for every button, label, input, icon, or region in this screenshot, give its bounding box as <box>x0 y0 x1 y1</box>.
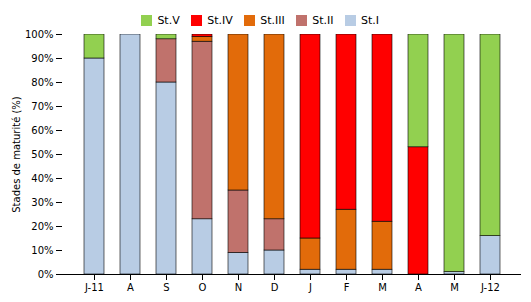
svg-text:Stades de maturité (%): Stades de maturité (%) <box>11 96 22 213</box>
svg-text:0%: 0% <box>38 269 54 280</box>
svg-text:N: N <box>235 282 242 293</box>
svg-text:M: M <box>450 282 459 293</box>
svg-text:70%: 70% <box>31 101 53 112</box>
svg-text:D: D <box>271 282 279 293</box>
svg-text:90%: 90% <box>31 53 53 64</box>
svg-text:30%: 30% <box>31 197 53 208</box>
svg-text:40%: 40% <box>31 173 53 184</box>
html-text:St.V: St.V <box>157 14 180 27</box>
svg-text:50%: 50% <box>31 149 53 160</box>
svg-text:80%: 80% <box>31 77 53 88</box>
svg-text:M: M <box>378 282 387 293</box>
svg-text:10%: 10% <box>31 245 53 256</box>
svg-text:F: F <box>344 282 350 293</box>
html-text:St.I: St.I <box>361 14 380 27</box>
svg-text:20%: 20% <box>31 221 53 232</box>
html-text:St.IV: St.IV <box>207 14 233 27</box>
svg-text:A: A <box>415 282 422 293</box>
svg-text:S: S <box>163 282 169 293</box>
svg-text:J-12: J-12 <box>480 282 500 293</box>
svg-text:60%: 60% <box>31 125 53 136</box>
html-text:St.II: St.II <box>312 14 334 27</box>
html-text:St.III: St.III <box>260 14 285 27</box>
svg-text:A: A <box>127 282 134 293</box>
svg-text:O: O <box>199 282 207 293</box>
svg-text:J-11: J-11 <box>84 282 104 293</box>
svg-text:J: J <box>308 282 312 293</box>
svg-text:100%: 100% <box>25 29 54 40</box>
